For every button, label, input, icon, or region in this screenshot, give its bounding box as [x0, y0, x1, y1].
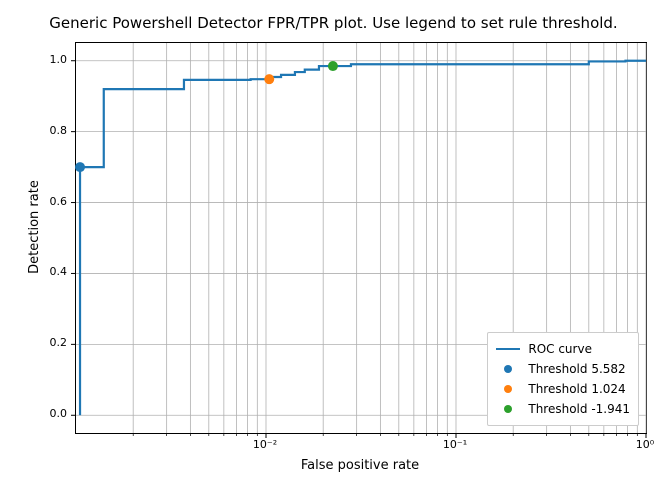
y-tick-label: 0.8 [50, 124, 68, 137]
y-axis-label: Detection rate [27, 167, 42, 287]
legend-item[interactable]: Threshold 1.024 [496, 379, 630, 399]
x-axis-label: False positive rate [75, 458, 645, 473]
legend-line-icon [496, 342, 520, 356]
legend-label: Threshold 1.024 [528, 382, 625, 396]
y-tick-label: 0.2 [50, 336, 68, 349]
legend-label: ROC curve [528, 342, 592, 356]
legend-label: Threshold 5.582 [528, 362, 625, 376]
legend: ROC curve Threshold 5.582 Threshold 1.024 T… [487, 332, 639, 426]
y-tick-label: 0.6 [50, 195, 68, 208]
roc-figure: Generic Powershell Detector FPR/TPR plot… [0, 0, 667, 500]
legend-item[interactable]: ROC curve [496, 339, 630, 359]
y-tick-label: 0.0 [50, 407, 68, 420]
legend-dot-icon [496, 382, 520, 396]
x-tick-label: 10⁻¹ [437, 438, 473, 451]
legend-dot-icon [496, 402, 520, 416]
x-tick-label: 10⁻² [247, 438, 283, 451]
y-tick-label: 0.4 [50, 265, 68, 278]
legend-item[interactable]: Threshold 5.582 [496, 359, 630, 379]
y-tick-label: 1.0 [50, 53, 68, 66]
x-tick-label: 10⁰ [627, 438, 663, 451]
legend-label: Threshold -1.941 [528, 402, 630, 416]
legend-dot-icon [496, 362, 520, 376]
legend-item[interactable]: Threshold -1.941 [496, 399, 630, 419]
chart-title: Generic Powershell Detector FPR/TPR plot… [0, 14, 667, 32]
